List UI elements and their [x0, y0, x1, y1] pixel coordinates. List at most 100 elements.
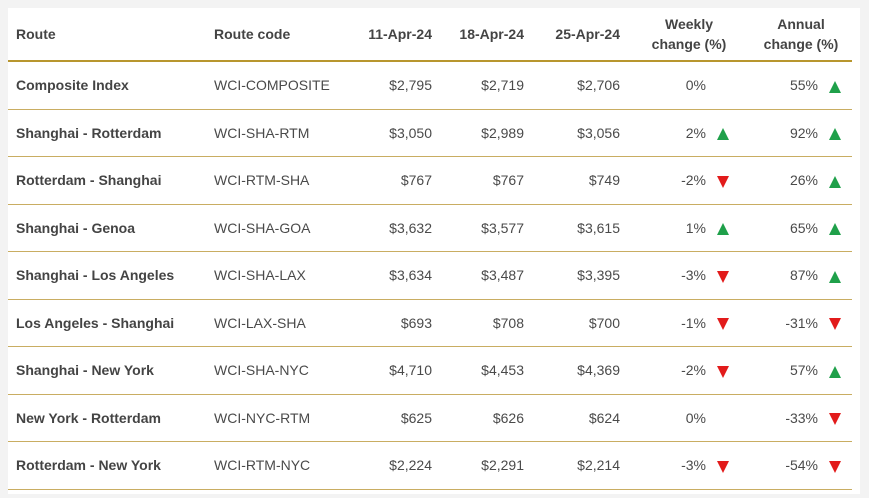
cell-text: WCI-LAX-SHA	[214, 314, 306, 331]
cell-text: 92%	[789, 124, 818, 141]
trend-arrow	[712, 175, 734, 188]
cell-text: Shanghai - Los Angeles	[16, 267, 175, 284]
trend-arrow	[824, 128, 846, 141]
cell-text: $2,795	[389, 77, 432, 94]
table-cell: $2,291	[440, 441, 532, 490]
cell-text: Shanghai - New York	[16, 362, 154, 379]
cell-text: 55%	[789, 77, 818, 94]
cell-text: -3%	[681, 457, 706, 474]
trend-arrow	[824, 413, 846, 426]
table-cell: WCI-LAX-SHA	[206, 299, 350, 347]
table-cell: WCI-SHA-RTM	[206, 109, 350, 157]
table-cell: $4,369	[532, 346, 628, 395]
table-cell: Shanghai - New York	[8, 346, 206, 395]
trend-arrow	[824, 318, 846, 331]
header-cell: 18-Apr-24	[459, 26, 524, 42]
cell-text: $4,369	[577, 362, 620, 379]
table-cell: $3,615	[532, 204, 628, 252]
cell-text: $3,577	[481, 219, 524, 236]
header-cell: 11-Apr-24	[368, 26, 432, 42]
cell-text: $767	[492, 172, 524, 189]
table-cell: $2,706	[532, 61, 628, 110]
cell-text: Shanghai - Genoa	[16, 219, 136, 236]
table-cell: $2,795	[350, 61, 440, 110]
table-cell: $3,056	[532, 109, 628, 157]
table-cell: $4,710	[350, 346, 440, 395]
rates-table: Route Route code 11-Apr-24 18-Apr-24 25-…	[8, 8, 852, 490]
cell-text: $2,214	[577, 457, 620, 474]
trend-arrow	[824, 223, 846, 236]
table-cell: $4,453	[440, 346, 532, 395]
trend-arrow	[712, 81, 734, 93]
cell-text: $625	[400, 409, 432, 426]
header-cell: Route code	[214, 26, 291, 42]
trend-arrow	[712, 128, 734, 141]
trend-arrow	[824, 365, 846, 378]
table-cell: 55%	[740, 61, 852, 110]
cell-text: $2,719	[481, 77, 524, 94]
cell-text: $693	[400, 314, 432, 331]
trend-arrow	[824, 270, 846, 283]
table-cell: $3,577	[440, 204, 532, 252]
table-cell: $3,050	[350, 109, 440, 157]
cell-text: $3,050	[389, 124, 432, 141]
cell-text: 0%	[685, 409, 706, 426]
table-cell: $3,395	[532, 251, 628, 300]
table-cell: 2%	[628, 109, 740, 157]
cell-text: $2,291	[481, 457, 524, 474]
cell-text: $749	[588, 172, 620, 189]
table-panel: Route Route code 11-Apr-24 18-Apr-24 25-…	[8, 8, 860, 494]
table-cell: New York - Rotterdam	[8, 394, 206, 442]
table-cell: -2%	[628, 156, 740, 205]
table-cell: Rotterdam - New York	[8, 441, 206, 490]
header-row: Route Route code 11-Apr-24 18-Apr-24 25-…	[8, 8, 852, 62]
table-cell: -3%	[628, 251, 740, 300]
table-row: Shanghai - New York WCI-SHA-NYC $4,710 $4,4…	[8, 346, 852, 395]
cell-text: -3%	[681, 267, 706, 284]
table-cell: 0%	[628, 61, 740, 110]
table-cell: $3,632	[350, 204, 440, 252]
cell-text: $4,710	[389, 362, 432, 379]
cell-text: WCI-COMPOSITE	[214, 77, 330, 94]
cell-text: New York - Rotterdam	[16, 409, 161, 426]
cell-text: $2,989	[481, 124, 524, 141]
table-cell: $2,214	[532, 441, 628, 490]
table-cell: -1%	[628, 299, 740, 347]
header-cell: Weekly change (%)	[651, 16, 727, 52]
table-row: Los Angeles - Shanghai WCI-LAX-SHA $693 $70…	[8, 299, 852, 347]
table-cell: WCI-SHA-LAX	[206, 251, 350, 300]
cell-text: -31%	[785, 314, 818, 331]
cell-text: Rotterdam - Shanghai	[16, 172, 162, 189]
cell-text: $3,615	[577, 219, 620, 236]
trend-arrow	[712, 270, 734, 283]
header-cell: Route	[16, 26, 56, 42]
cell-text: Shanghai - Rotterdam	[16, 124, 162, 141]
table-cell: WCI-RTM-SHA	[206, 156, 350, 205]
trend-arrow	[712, 413, 734, 425]
table-row: Shanghai - Rotterdam WCI-SHA-RTM $3,050 $2,…	[8, 109, 852, 157]
table-cell: -54%	[740, 441, 852, 490]
table-cell: $693	[350, 299, 440, 347]
trend-arrow	[712, 365, 734, 378]
table-cell: Shanghai - Rotterdam	[8, 109, 206, 157]
table-row: New York - Rotterdam WCI-NYC-RTM $625 $626 $…	[8, 394, 852, 442]
cell-text: $2,706	[577, 77, 620, 94]
cell-text: $624	[588, 409, 620, 426]
table-cell: 26%	[740, 156, 852, 205]
table-cell: 0%	[628, 394, 740, 442]
table-cell: $3,487	[440, 251, 532, 300]
table-cell: $708	[440, 299, 532, 347]
cell-text: $708	[492, 314, 524, 331]
table-cell: Los Angeles - Shanghai	[8, 299, 206, 347]
trend-arrow	[824, 175, 846, 188]
cell-text: WCI-RTM-NYC	[214, 457, 311, 474]
cell-text: $700	[588, 314, 620, 331]
cell-text: -2%	[681, 362, 706, 379]
cell-text: $4,453	[481, 362, 524, 379]
table-cell: $626	[440, 394, 532, 442]
table-cell: $625	[350, 394, 440, 442]
cell-text: WCI-SHA-GOA	[214, 219, 311, 236]
table-cell: 92%	[740, 109, 852, 157]
table-cell: 1%	[628, 204, 740, 252]
